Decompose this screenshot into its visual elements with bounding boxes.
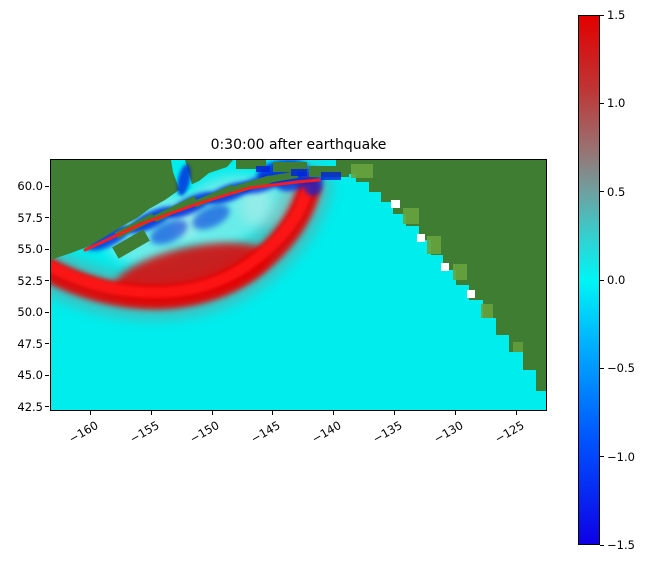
map-plot-area bbox=[50, 159, 547, 411]
x-tick-mark bbox=[333, 411, 335, 415]
y-tick-mark bbox=[45, 311, 49, 313]
y-tick-label: 45.0 bbox=[17, 368, 43, 383]
dry-cell-1 bbox=[391, 200, 400, 208]
colorbar-tick-mark bbox=[600, 456, 604, 458]
plot-title: 0:30:00 after earthquake bbox=[210, 137, 387, 153]
y-tick-label: 42.5 bbox=[17, 399, 43, 414]
colorbar-tick-mark bbox=[600, 14, 604, 16]
colorbar-tick-mark bbox=[600, 367, 604, 369]
y-tick-mark bbox=[45, 217, 49, 219]
kodiak-island bbox=[112, 229, 150, 259]
x-tick-label: −135 bbox=[370, 418, 405, 446]
x-tick-label: −160 bbox=[65, 418, 101, 446]
x-tick-label: −130 bbox=[431, 418, 466, 446]
wave-crest-core bbox=[51, 184, 313, 298]
sound-trough-cell-3 bbox=[321, 172, 341, 180]
x-tick-label: −140 bbox=[309, 418, 344, 446]
wave-trough-offshore-2 bbox=[192, 204, 230, 230]
sound-trough-cell-2 bbox=[291, 169, 307, 176]
colorbar-tick-label: −1.5 bbox=[607, 538, 635, 552]
colorbar-tick-mark bbox=[600, 102, 604, 104]
coast-highland-1 bbox=[351, 164, 373, 178]
y-tick-label: 50.0 bbox=[17, 305, 43, 320]
x-tick-mark bbox=[211, 411, 213, 415]
coast-highland-6 bbox=[513, 342, 523, 352]
north-america-coast bbox=[336, 160, 546, 391]
colorbar-tick-label: 0.5 bbox=[607, 184, 626, 199]
y-tick-mark bbox=[45, 374, 49, 376]
coast-blob-2 bbox=[273, 162, 307, 172]
x-tick-mark bbox=[89, 411, 91, 415]
colorbar-tick-mark bbox=[600, 279, 604, 281]
x-tick-label: −145 bbox=[248, 418, 283, 446]
x-tick-mark bbox=[394, 411, 396, 415]
y-tick-label: 57.5 bbox=[17, 210, 43, 225]
dry-cell-2 bbox=[417, 234, 425, 242]
wave-trough-offshore-1 bbox=[150, 219, 188, 245]
x-tick-label: −125 bbox=[492, 418, 527, 446]
coast-highland-2 bbox=[403, 208, 419, 224]
x-tick-mark bbox=[455, 411, 457, 415]
colorbar-tick-mark bbox=[600, 191, 604, 193]
y-tick-label: 60.0 bbox=[17, 179, 43, 194]
coast-blob-1 bbox=[236, 160, 266, 169]
colorbar-tick-label: −0.5 bbox=[607, 361, 635, 376]
y-tick-mark bbox=[45, 280, 49, 282]
x-tick-label: −155 bbox=[126, 418, 162, 446]
coast-highland-3 bbox=[427, 236, 441, 254]
x-tick-mark bbox=[516, 411, 518, 415]
x-tick-mark bbox=[272, 411, 274, 415]
dry-cell-3 bbox=[441, 263, 449, 271]
y-tick-label: 55.0 bbox=[17, 242, 43, 257]
island-strip-5 bbox=[267, 170, 299, 184]
colorbar-tick-mark bbox=[600, 544, 604, 546]
dry-cell-4 bbox=[467, 290, 475, 298]
coast-blob-3 bbox=[309, 166, 349, 177]
colorbar-tick-label: 0.0 bbox=[607, 273, 626, 287]
y-tick-label: 52.5 bbox=[17, 273, 43, 288]
y-tick-mark bbox=[45, 343, 49, 345]
y-tick-label: 47.5 bbox=[17, 336, 43, 351]
coast-highland-5 bbox=[481, 304, 493, 318]
colorbar-tick-label: 1.0 bbox=[607, 96, 626, 111]
tsunami-elevation-map bbox=[51, 160, 546, 410]
coast-highland-4 bbox=[453, 264, 467, 280]
colorbar bbox=[578, 15, 600, 545]
x-tick-mark bbox=[150, 411, 152, 415]
y-tick-mark bbox=[45, 248, 49, 250]
y-tick-mark bbox=[45, 406, 49, 408]
sound-trough-cell-1 bbox=[256, 166, 270, 172]
wave-crest-bulge bbox=[114, 242, 268, 302]
cook-inlet-trough bbox=[177, 164, 191, 196]
x-tick-label: −150 bbox=[187, 418, 223, 446]
y-tick-mark bbox=[45, 185, 49, 187]
colorbar-tick-label: −1.0 bbox=[607, 449, 635, 464]
colorbar-gradient bbox=[579, 16, 599, 544]
fault-rupture-line bbox=[83, 178, 321, 252]
colorbar-tick-label: 1.5 bbox=[607, 8, 626, 22]
